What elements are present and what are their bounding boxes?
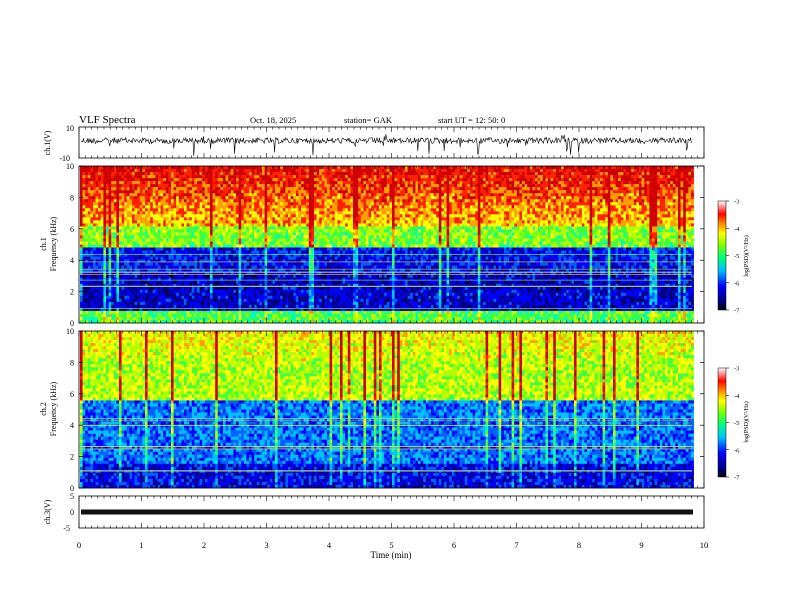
cb1-ticks-label-1: -4: [734, 226, 740, 233]
time-tick-label-6: 6: [452, 540, 456, 550]
spec2-yticks-label-5: 10: [66, 327, 74, 336]
ch3-signal-band: [81, 510, 693, 515]
spec2-yticks-label-4: 8: [70, 358, 74, 367]
ch1-colorbar-label: log(PSD)(V²/Hz): [743, 235, 750, 276]
ch2-colorbar-label: log(PSD)(V²/Hz): [743, 401, 750, 442]
spec2-yticks-label-1: 2: [70, 453, 74, 462]
ch2-colorbar: [718, 368, 726, 477]
time-axis-label: Time (min): [371, 550, 412, 560]
ch1-colorbar-ticks: -3 -4 -5 -6 -7: [726, 199, 740, 315]
spec1-yticks-label-3: 6: [70, 225, 74, 234]
spec2-yticks-label-2: 4: [70, 421, 74, 430]
spec1-yticks-label-1: 2: [70, 288, 74, 297]
ch3-signal-panel: 5 0 -5 ch.3(V): [43, 492, 704, 533]
time-tick-label-4: 4: [327, 540, 332, 550]
spec1-yticks-label-4: 8: [70, 193, 74, 202]
time-tick-label-10: 10: [700, 540, 709, 550]
cb2-ticks-label-2: -5: [734, 420, 739, 427]
cb2-ticks-label-0: -3: [734, 366, 739, 373]
ch3-ytick-top: 5: [70, 492, 74, 501]
ch2-spectrogram-image: [79, 331, 704, 488]
cb2-ticks-label-3: -6: [734, 447, 740, 454]
ch1-colorbar: [718, 201, 726, 310]
spec1-yticks-label-2: 4: [70, 256, 74, 265]
ch1-spectrogram-image: [79, 166, 704, 323]
ch3-ytick-mid: 0: [70, 508, 74, 517]
ch2-colorbar-ticks: -3 -4 -5 -6 -7: [726, 366, 740, 482]
time-tick-label-1: 1: [139, 540, 143, 550]
time-tick-label-2: 2: [202, 540, 206, 550]
ch1-ytick-top: 10: [66, 124, 74, 133]
ch1-waveform-panel: 10 -10 ch.1(V): [43, 124, 704, 163]
time-tick-label-5: 5: [389, 540, 393, 550]
ch2-frequency-label: Frequency (kHz): [49, 381, 58, 436]
cb1-ticks-label-0: -3: [734, 199, 739, 206]
ch1-ylabel: ch.1(V): [43, 130, 52, 155]
spec1-yticks-label-5: 10: [66, 162, 74, 171]
figure-title: VLF Spectra: [79, 114, 136, 126]
cb1-ticks-label-4: -7: [734, 308, 740, 315]
cb1-ticks-label-3: -6: [734, 280, 740, 287]
ch1-channel-label: ch.1: [39, 237, 48, 251]
start-ut-label: start UT = 12: 50: 0: [438, 115, 505, 125]
ch3-ylabel: ch.3(V): [43, 499, 52, 524]
cb2-ticks-label-1: -4: [734, 393, 740, 400]
station-label: station= GAK: [344, 115, 393, 125]
cb1-ticks-label-2: -5: [734, 253, 739, 260]
time-tick-label-8: 8: [577, 540, 581, 550]
ch3-ytick-bottom: -5: [63, 524, 70, 533]
time-tick-label-9: 9: [639, 540, 643, 550]
spec2-yticks-label-3: 6: [70, 390, 74, 399]
time-tick-label-7: 7: [514, 540, 518, 550]
time-tick-label-0: 0: [77, 540, 81, 550]
ch2-channel-label: ch.2: [39, 402, 48, 416]
time-tick-label-3: 3: [264, 540, 268, 550]
ch1-frequency-label: Frequency (kHz): [49, 216, 58, 271]
date-label: Oct. 18, 2025: [250, 115, 296, 125]
cb2-ticks-label-4: -7: [734, 475, 740, 482]
